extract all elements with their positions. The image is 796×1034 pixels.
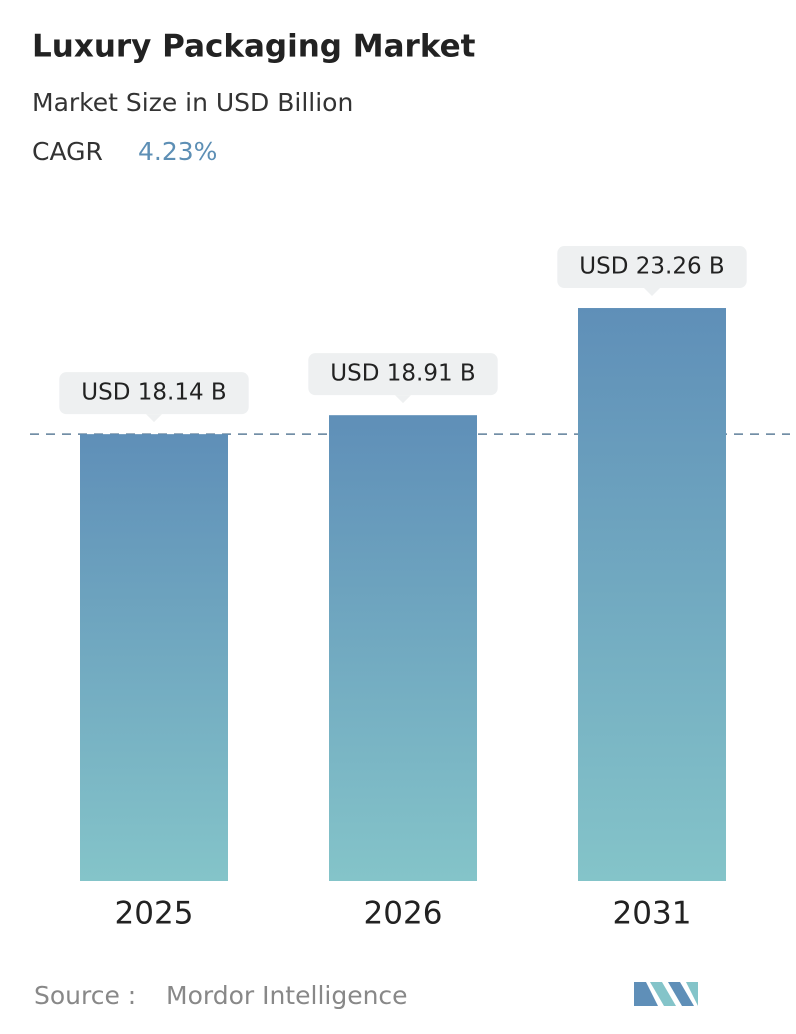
cagr-value: 4.23% <box>138 137 217 166</box>
value-label: USD 18.14 B <box>81 380 226 406</box>
x-tick-label: 2031 <box>613 896 692 932</box>
logo <box>634 982 698 1006</box>
value-label-box <box>308 353 498 396</box>
bar <box>80 434 228 881</box>
value-label-box <box>557 246 747 289</box>
cagr-label: CAGR <box>32 137 103 166</box>
bar <box>329 415 477 881</box>
value-label-pointer <box>146 414 162 423</box>
value-label-pointer <box>644 288 660 297</box>
chart-title: Luxury Packaging Market <box>32 29 476 65</box>
source-label: Source : <box>34 981 136 1010</box>
value-label-box <box>59 372 249 415</box>
chart-subtitle: Market Size in USD Billion <box>32 88 353 117</box>
value-label-pointer <box>395 395 411 404</box>
bar <box>578 308 726 881</box>
x-tick-label: 2026 <box>364 896 443 932</box>
value-label: USD 23.26 B <box>579 254 724 280</box>
value-label: USD 18.91 B <box>330 361 475 387</box>
x-tick-label: 2025 <box>115 896 194 932</box>
source: Mordor Intelligence <box>166 981 408 1010</box>
